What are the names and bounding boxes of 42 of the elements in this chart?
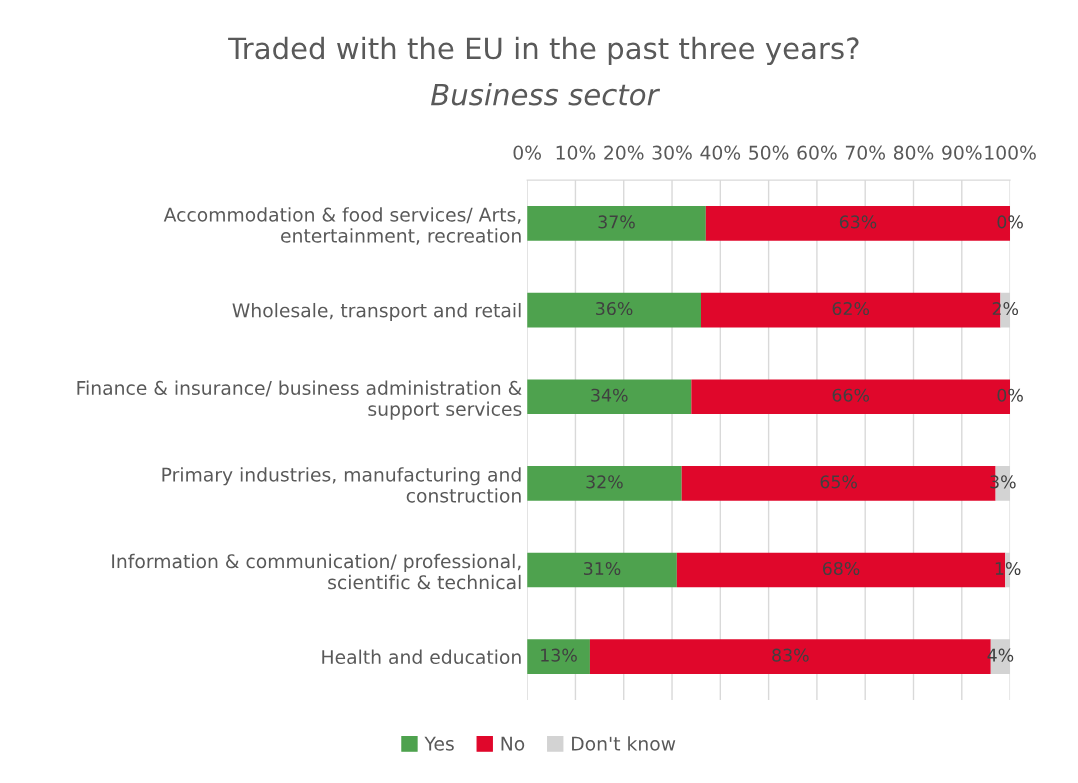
x-tick-label: 100% xyxy=(985,145,1036,160)
x-tick-label: 10% xyxy=(556,145,596,160)
x-tick-label: 50% xyxy=(749,145,789,160)
y-tick-label: Health and education xyxy=(322,649,521,665)
y-tick-label: Wholesale, transport and retail xyxy=(232,302,521,322)
x-tick-label: 80% xyxy=(893,145,934,160)
x-tick-label: 40% xyxy=(700,145,741,160)
legend-label: Don't know xyxy=(572,736,676,751)
legend-label: No xyxy=(501,736,525,751)
bar xyxy=(527,466,682,501)
data-label: 65% xyxy=(820,475,857,489)
data-label: 32% xyxy=(586,475,623,489)
y-tick-label: Primary industries, manufacturing and construction xyxy=(162,467,521,503)
data-label: 37% xyxy=(598,215,635,229)
data-label: 0% xyxy=(997,215,1023,229)
bar xyxy=(527,639,590,675)
chart-subtitle: Business sector xyxy=(431,82,661,106)
y-tick-label: Finance & insurance/ business administration & support services xyxy=(77,380,522,420)
bar xyxy=(527,379,692,415)
data-label: 34% xyxy=(591,388,628,402)
bar xyxy=(527,206,706,241)
chart-title: Traded with the EU in the past three years? xyxy=(228,36,859,66)
data-label: 36% xyxy=(596,301,633,316)
y-tick-label: Information & communication/ professional, scientific & technical xyxy=(112,553,521,590)
data-label: 0% xyxy=(997,388,1023,402)
bar xyxy=(527,292,701,328)
x-tick-label: 30% xyxy=(652,145,692,160)
data-label: 66% xyxy=(832,388,870,402)
x-tick-label: 20% xyxy=(604,145,644,160)
data-label: 83% xyxy=(772,648,809,662)
data-label: 31% xyxy=(584,561,621,576)
data-label: 68% xyxy=(822,561,860,576)
data-label: 62% xyxy=(832,301,870,316)
bar xyxy=(527,552,677,588)
legend-label: Yes xyxy=(424,736,454,751)
data-label: 63% xyxy=(839,215,877,229)
x-tick-label: 70% xyxy=(845,145,886,160)
x-tick-label: 90% xyxy=(942,145,982,160)
x-tick-label: 60% xyxy=(797,145,837,160)
y-tick-label: Accommodation & food services/ Arts, entertainment, recreation xyxy=(163,207,521,245)
data-label: 13% xyxy=(541,648,577,662)
x-tick-label: 0% xyxy=(513,145,541,160)
